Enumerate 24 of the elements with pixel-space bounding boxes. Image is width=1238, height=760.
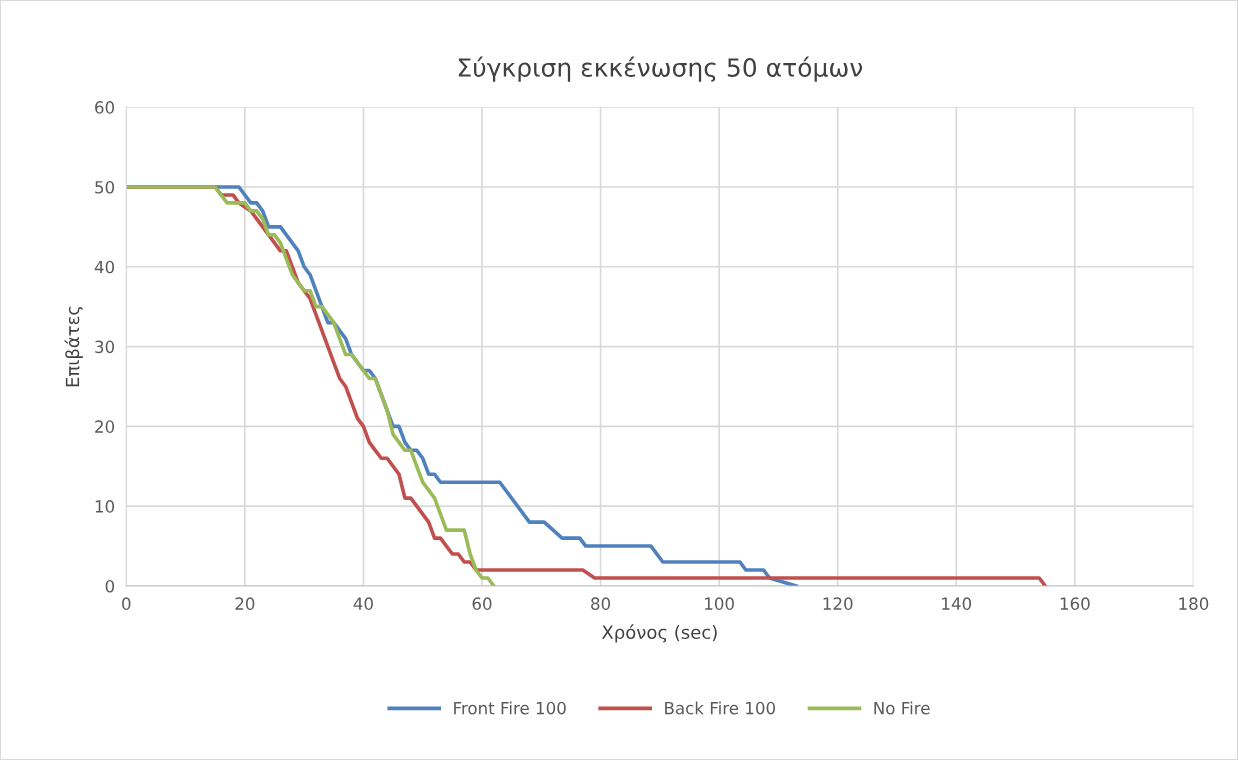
x-tick-label: 180 (1179, 597, 1209, 610)
x-axis-title: Χρόνος (sec) (601, 624, 717, 643)
y-tick-label: 60 (95, 101, 115, 114)
x-tick-label: 0 (122, 597, 131, 610)
line-series (126, 185, 496, 586)
x-tick-label: 100 (705, 597, 734, 610)
x-tick-label: 160 (1060, 597, 1090, 610)
legend-label: Back Fire 100 (665, 701, 776, 715)
y-tick-label: 50 (95, 180, 115, 194)
chart-title: Σύγκριση εκκένωσης 50 ατόμων (458, 56, 863, 82)
y-tick-label: 0 (105, 579, 115, 593)
x-tick-label: 140 (942, 597, 972, 610)
x-tick-label: 20 (235, 597, 255, 610)
y-axis-title: Επιβάτες (64, 306, 83, 387)
legend-label: Front Fire 100 (454, 701, 566, 715)
legend-label: No Fire (874, 701, 930, 715)
y-tick-label: 20 (95, 420, 115, 433)
x-tick-label: 120 (823, 597, 853, 610)
x-tick-label: 80 (591, 597, 611, 610)
y-tick-label: 40 (94, 260, 115, 274)
y-tick-label: 30 (95, 340, 115, 354)
y-tick-label: 10 (95, 500, 115, 513)
x-tick-label: 40 (353, 597, 373, 610)
x-tick-label: 60 (472, 597, 492, 610)
